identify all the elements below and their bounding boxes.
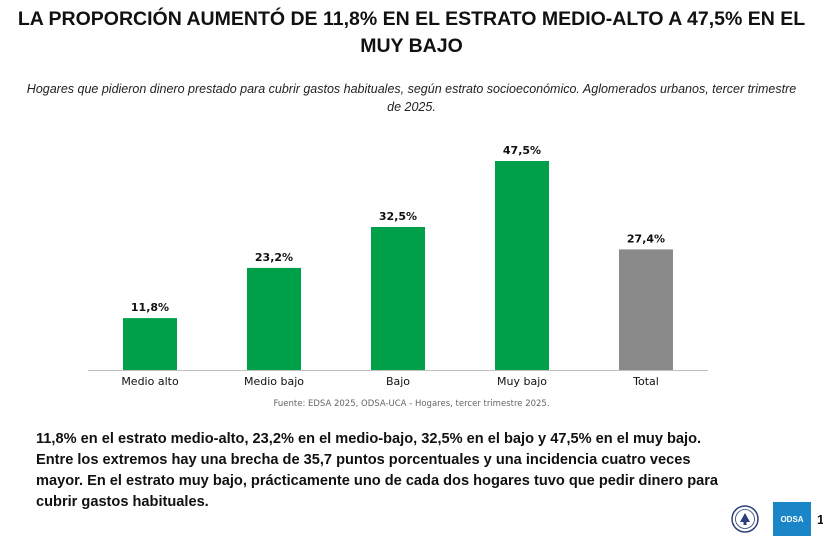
chart-subtitle: Hogares que pidieron dinero prestado par… <box>26 82 797 114</box>
bar-4 <box>619 249 673 370</box>
odsa-logo: ODSA <box>773 502 811 536</box>
bar-data-label: 47,5% <box>503 144 541 157</box>
bar-2 <box>371 227 425 370</box>
x-tick-label: Muy bajo <box>497 375 547 388</box>
bar-data-label: 11,8% <box>131 301 169 314</box>
bar-chart: 11,8% Medio alto 23,2% Medio bajo 32,5% Bajo 4… <box>88 144 708 388</box>
bar-3 <box>495 161 549 370</box>
x-tick-label: Total <box>632 375 659 388</box>
page-title: LA PROPORCIÓN AUMENTÓ DE 11,8% EN EL EST… <box>17 8 806 57</box>
chart-source: Fuente: EDSA 2025, ODSA-UCA - Hogares, t… <box>273 399 550 409</box>
x-tick-label: Medio alto <box>121 375 179 388</box>
x-tick-label: Bajo <box>386 375 410 388</box>
x-tick-label: Medio bajo <box>244 375 304 388</box>
footer-logos: ODSA 1 <box>731 502 823 536</box>
page-number: 1 <box>817 511 823 527</box>
bar-0 <box>123 318 177 370</box>
university-seal-icon <box>731 505 759 533</box>
summary-text: 11,8% en el estrato medio-alto, 23,2% en… <box>36 431 719 510</box>
bar-data-label: 27,4% <box>627 232 665 245</box>
bar-data-label: 32,5% <box>379 210 417 223</box>
bar-data-label: 23,2% <box>255 251 293 264</box>
bar-1 <box>247 267 301 370</box>
